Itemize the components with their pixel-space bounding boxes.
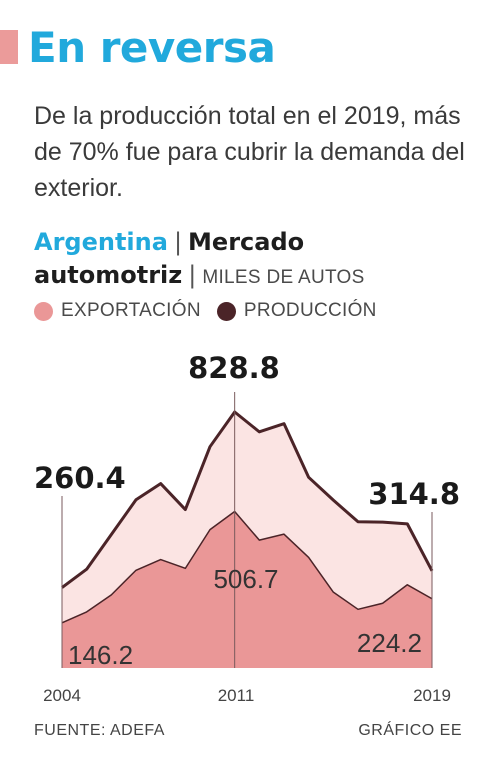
kicker-separator: | — [173, 228, 183, 256]
x-tick-label: 2019 — [413, 686, 451, 705]
label-exportacion-2004: 146.2 — [68, 640, 133, 670]
kicker-topic: Mercado automotriz — [34, 228, 305, 289]
footer-credit: GRÁFICO EE — [358, 722, 462, 739]
chart-kicker: Argentina | Mercado automotriz | MILES DE AU… — [34, 226, 474, 294]
legend-label-produccion: PRODUCCIÓN — [243, 300, 377, 321]
legend-item-produccion: PRODUCCIÓN — [216, 300, 377, 322]
label-produccion-2004: 260.4 — [34, 461, 126, 495]
label-produccion-2011: 828.8 — [188, 351, 280, 385]
footer-source: FUENTE: ADEFA — [34, 722, 165, 739]
chart-legend: EXPORTACIÓN PRODUCCIÓN — [34, 298, 377, 324]
x-tick-label: 2011 — [218, 686, 255, 705]
label-produccion-2019: 314.8 — [368, 477, 460, 511]
legend-swatch-produccion — [216, 301, 236, 321]
kicker-country: Argentina — [34, 228, 168, 256]
legend-swatch-exportacion — [34, 301, 53, 321]
chart-title: En reversa — [28, 23, 276, 72]
legend-label-exportacion: EXPORTACIÓN — [61, 300, 201, 321]
x-tick-label: 2004 — [43, 686, 81, 705]
chart-subtitle: De la producción total en el 2019, más d… — [34, 102, 465, 202]
label-exportacion-2019: 224.2 — [357, 628, 422, 658]
area-exportacion — [62, 511, 432, 668]
brand-accent-bar — [0, 30, 18, 64]
kicker-units: MILES DE AUTOS — [202, 267, 365, 288]
legend-item-exportacion: EXPORTACIÓN — [34, 300, 201, 322]
kicker-separator-units: | — [188, 261, 197, 289]
label-exportacion-2011: 506.7 — [213, 564, 278, 594]
line-exportacion — [61, 510, 433, 624]
line-produccion — [61, 410, 434, 589]
